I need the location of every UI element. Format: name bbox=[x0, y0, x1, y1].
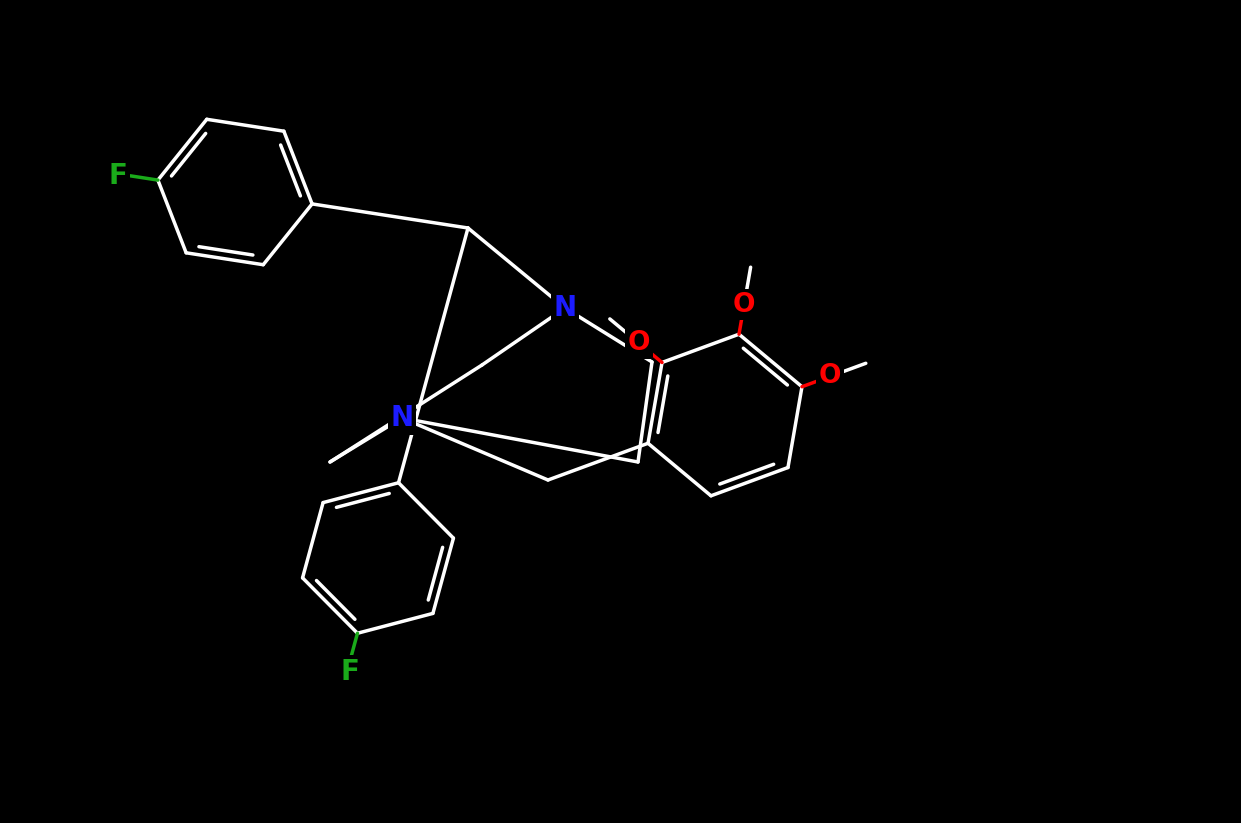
Text: O: O bbox=[628, 330, 650, 356]
Text: F: F bbox=[341, 658, 360, 686]
Text: F: F bbox=[109, 162, 128, 190]
Text: O: O bbox=[819, 364, 841, 389]
Text: N: N bbox=[553, 294, 577, 322]
Text: O: O bbox=[733, 291, 756, 318]
Text: N: N bbox=[391, 404, 413, 432]
